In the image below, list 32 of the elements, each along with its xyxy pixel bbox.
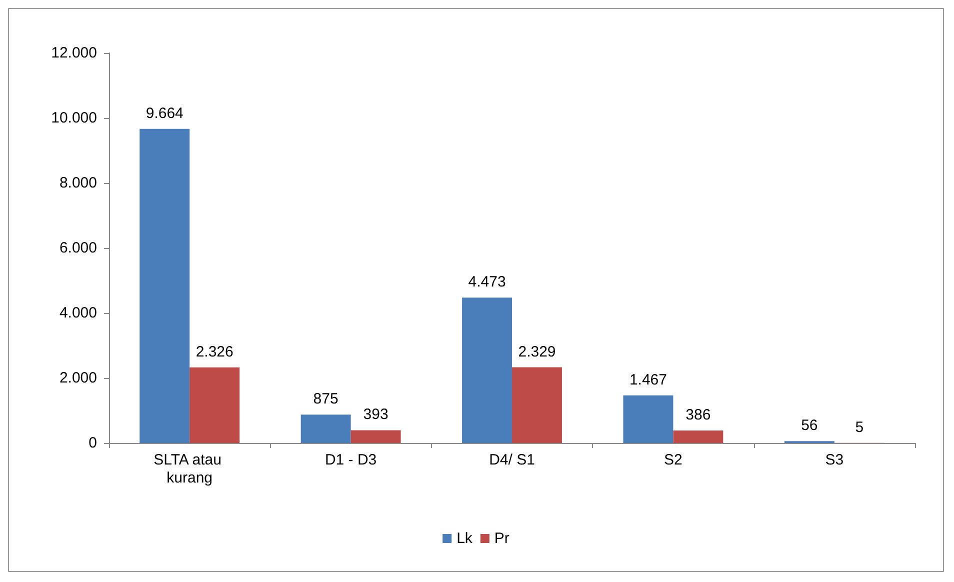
data-label: 2.329 xyxy=(518,343,556,360)
data-label: 386 xyxy=(686,406,711,424)
y-tick-label: 6.000 xyxy=(59,240,97,256)
data-label: 875 xyxy=(313,390,338,408)
x-tick-label: SLTA atau kurang xyxy=(154,452,226,486)
y-tick-label: 0 xyxy=(88,434,97,452)
bar xyxy=(300,414,351,443)
bar xyxy=(350,430,401,443)
bar xyxy=(140,128,190,443)
bar xyxy=(462,298,512,443)
data-label: 5 xyxy=(855,418,864,436)
y-tick-label: 10.000 xyxy=(51,110,97,126)
bar xyxy=(623,395,674,443)
legend-label: Pr xyxy=(494,530,510,547)
y-tick-label: 8.000 xyxy=(59,174,97,192)
y-tick-label: 4.000 xyxy=(59,304,97,322)
y-tick-label: 12.000 xyxy=(51,44,97,62)
x-tick-label: D1 - D3 xyxy=(324,452,377,468)
data-label: 56 xyxy=(801,417,818,434)
legend-label: Lk xyxy=(456,530,473,547)
data-label: 9.664 xyxy=(146,104,184,122)
data-label: 393 xyxy=(363,406,388,424)
bar xyxy=(512,367,562,443)
bar xyxy=(190,367,240,443)
data-label: 4.473 xyxy=(468,274,506,291)
x-tick-label: D4/ S1 xyxy=(489,452,535,468)
y-tick-label: 2.000 xyxy=(59,370,97,386)
x-tick-label: S2 xyxy=(664,452,682,468)
data-label: 1.467 xyxy=(629,371,667,388)
data-label: 2.326 xyxy=(196,343,234,360)
bar xyxy=(673,430,724,443)
x-tick-label: S3 xyxy=(825,452,844,468)
